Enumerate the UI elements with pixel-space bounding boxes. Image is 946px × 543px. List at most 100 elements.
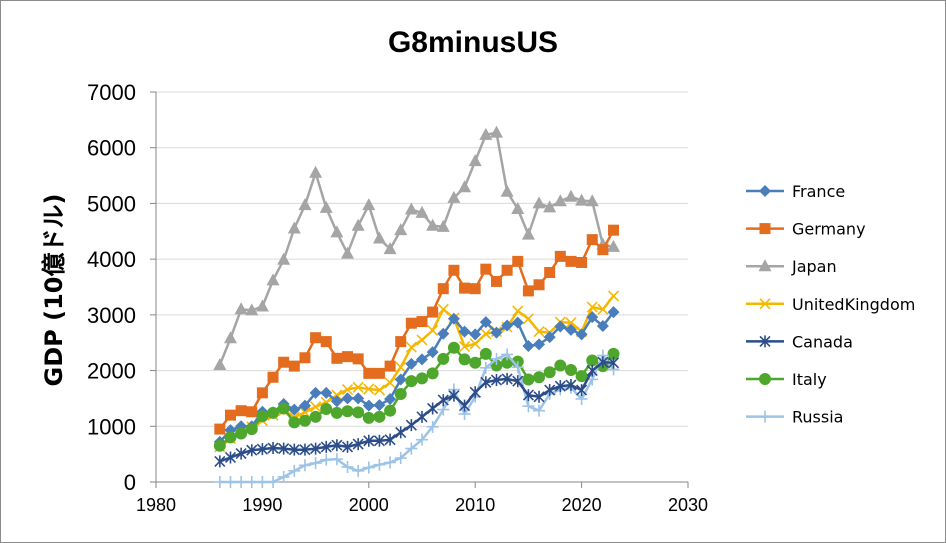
data-point-canada (320, 440, 332, 453)
data-point-unitedkingdom (341, 383, 354, 396)
data-point-japan (585, 194, 599, 207)
x-tick-label: 1990 (242, 495, 282, 515)
data-point-japan (298, 198, 312, 211)
series-germany (214, 224, 620, 435)
y-tick-label: 2000 (87, 359, 136, 384)
data-point-germany (320, 336, 332, 348)
data-point-italy (277, 402, 290, 415)
data-point-italy (533, 371, 546, 384)
data-point-canada (214, 455, 226, 468)
data-point-japan (479, 127, 493, 140)
data-point-canada (416, 410, 428, 423)
data-point-france (288, 403, 301, 416)
data-point-canada (405, 419, 417, 432)
data-point-france (596, 320, 609, 332)
data-point-unitedkingdom (405, 341, 417, 353)
data-point-france (437, 327, 450, 340)
y-axis-label: GDP (10億ドル) (40, 194, 68, 387)
legend-item-unitedkingdom: UnitedKingdom (746, 295, 915, 314)
data-point-canada (395, 426, 407, 439)
data-point-france (543, 331, 556, 344)
data-point-france (352, 392, 365, 405)
data-point-france (575, 328, 588, 341)
data-point-unitedkingdom (469, 338, 481, 350)
legend: France Germany Japan UnitedKingdom Canada Ita… (746, 182, 915, 427)
data-point-italy (267, 406, 280, 419)
data-point-russia (277, 470, 290, 483)
data-point-canada (437, 394, 449, 407)
data-point-canada (331, 439, 343, 452)
legend-label: France (792, 182, 845, 201)
data-point-japan (362, 198, 376, 211)
data-point-canada (373, 434, 386, 447)
legend-item-italy: Italy (746, 370, 827, 389)
data-point-germany (342, 351, 354, 363)
data-point-russia (267, 476, 280, 488)
data-point-canada (256, 443, 268, 456)
data-point-italy (469, 356, 482, 369)
data-point-unitedkingdom (480, 328, 492, 340)
data-point-italy (309, 410, 322, 423)
data-point-germany (299, 352, 311, 364)
y-tick-label: 3000 (87, 303, 136, 328)
data-point-unitedkingdom (416, 334, 428, 346)
data-point-italy (352, 406, 365, 419)
legend-swatch-marker (759, 373, 771, 385)
data-point-france (533, 338, 546, 351)
series-italy (213, 341, 620, 452)
legend-item-germany: Germany (746, 220, 866, 239)
data-point-russia (479, 361, 492, 374)
data-point-russia (373, 458, 386, 471)
legend-swatch-marker (759, 298, 771, 310)
data-point-canada (278, 442, 290, 455)
data-point-italy (554, 359, 567, 372)
data-point-germany (586, 234, 598, 246)
data-point-germany (267, 371, 279, 383)
data-point-japan (468, 154, 482, 167)
data-point-russia (490, 352, 503, 365)
data-point-japan (213, 358, 227, 370)
series-canada (214, 356, 620, 468)
x-tick-label: 2020 (562, 495, 602, 515)
data-point-germany (363, 367, 375, 379)
data-point-germany (480, 263, 492, 275)
data-point-russia (330, 453, 343, 466)
series-line-russia (219, 353, 615, 484)
data-point-germany (512, 255, 524, 267)
data-point-japan (394, 223, 408, 236)
data-point-italy (245, 423, 258, 436)
data-point-germany (224, 409, 236, 421)
data-point-italy (288, 416, 301, 429)
legend-item-france: France (746, 182, 845, 201)
legend-swatch-marker (759, 185, 771, 197)
data-point-italy (298, 414, 311, 427)
data-point-france (384, 392, 397, 405)
data-point-italy (479, 347, 492, 360)
legend-item-japan: Japan (746, 257, 837, 276)
legend-label: Japan (791, 257, 837, 276)
data-point-canada (490, 374, 503, 387)
data-point-italy (543, 366, 556, 379)
data-point-france (458, 325, 471, 338)
data-point-france (416, 353, 428, 366)
data-point-canada (352, 438, 364, 451)
data-point-france (586, 311, 599, 324)
data-point-canada (480, 376, 492, 389)
data-point-unitedkingdom (533, 326, 545, 338)
data-point-germany (448, 264, 460, 276)
data-point-russia (522, 400, 535, 413)
y-tick-label: 7000 (87, 80, 136, 105)
data-point-italy (320, 403, 333, 416)
data-point-italy (235, 427, 248, 440)
data-point-germany (427, 306, 439, 318)
data-point-japan (319, 200, 333, 213)
data-point-italy (575, 370, 588, 383)
data-point-unitedkingdom (458, 341, 471, 353)
data-point-russia (416, 433, 428, 446)
data-point-japan (277, 252, 291, 265)
data-point-germany (608, 224, 620, 236)
data-point-germany (384, 360, 396, 372)
data-point-canada (522, 389, 534, 402)
data-point-japan (341, 246, 355, 259)
